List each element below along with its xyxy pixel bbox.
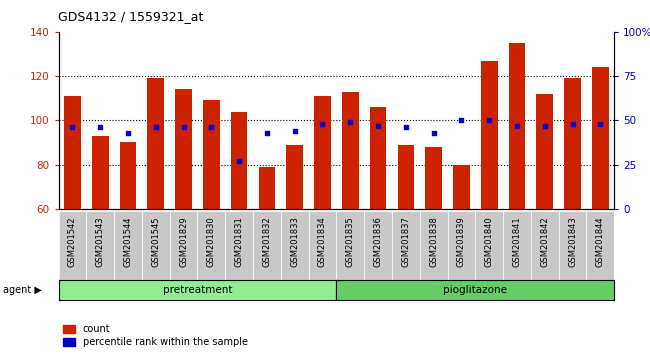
Legend: count, percentile rank within the sample: count, percentile rank within the sample [63,325,248,347]
Text: GSM201831: GSM201831 [235,216,244,267]
Point [95,125,105,130]
Point [67,125,77,130]
Bar [564,78,581,209]
Bar [176,89,192,209]
Bar [259,167,275,209]
Bar [481,61,497,209]
Bar [586,211,614,280]
Point [428,130,439,136]
Text: GSM201833: GSM201833 [290,216,299,267]
Point [484,118,495,123]
Text: GSM201830: GSM201830 [207,216,216,267]
Bar [198,211,225,280]
Point [289,128,300,134]
Bar [337,211,364,280]
Point [317,121,328,127]
Bar [475,211,503,280]
Bar [64,96,81,209]
Point [123,130,133,136]
Text: GSM201544: GSM201544 [124,216,133,267]
Bar [142,211,170,280]
Bar [536,94,553,209]
Bar [203,101,220,209]
Point [262,130,272,136]
Text: agent ▶: agent ▶ [3,285,42,295]
Point [234,158,244,164]
Bar [309,211,337,280]
Bar [425,147,442,209]
Bar [364,211,392,280]
Bar [592,67,608,209]
Bar [453,165,470,209]
Point [456,118,467,123]
Bar [503,211,531,280]
Text: GSM201829: GSM201829 [179,216,188,267]
Point [540,123,550,129]
Text: GSM201842: GSM201842 [540,216,549,267]
Text: pretreatment: pretreatment [162,285,232,295]
Text: GSM201543: GSM201543 [96,216,105,267]
Point [345,119,356,125]
Bar [509,43,525,209]
Text: GSM201837: GSM201837 [401,216,410,267]
Text: GSM201838: GSM201838 [429,216,438,267]
Point [567,121,578,127]
Bar [281,211,309,280]
Text: GSM201844: GSM201844 [596,216,605,267]
Bar [342,92,359,209]
Point [178,125,188,130]
Text: GSM201841: GSM201841 [512,216,521,267]
Text: GSM201840: GSM201840 [485,216,494,267]
Text: GSM201834: GSM201834 [318,216,327,267]
Text: GSM201843: GSM201843 [568,216,577,267]
Point [373,123,384,129]
Bar [287,145,303,209]
Bar [370,107,386,209]
Text: GSM201836: GSM201836 [374,216,383,267]
Bar [58,211,86,280]
Bar [86,211,114,280]
Text: GSM201542: GSM201542 [68,216,77,267]
Bar [226,211,253,280]
Text: GSM201839: GSM201839 [457,216,466,267]
Bar [92,136,109,209]
Text: GDS4132 / 1559321_at: GDS4132 / 1559321_at [58,10,204,23]
Point [595,121,606,127]
Bar [120,143,136,209]
Text: GSM201835: GSM201835 [346,216,355,267]
Bar [398,145,414,209]
Bar [253,211,281,280]
Text: GSM201545: GSM201545 [151,216,161,267]
Bar [314,96,331,209]
Bar [148,78,164,209]
Bar [392,211,420,280]
Point [512,123,522,129]
Bar [420,211,447,280]
Bar [114,211,142,280]
Bar [231,112,248,209]
Bar [531,211,559,280]
Bar [447,211,475,280]
Point [206,125,216,130]
Bar [170,211,198,280]
Text: GSM201832: GSM201832 [263,216,272,267]
Point [400,125,411,130]
Point [151,125,161,130]
Text: pioglitazone: pioglitazone [443,285,507,295]
Bar [558,211,586,280]
